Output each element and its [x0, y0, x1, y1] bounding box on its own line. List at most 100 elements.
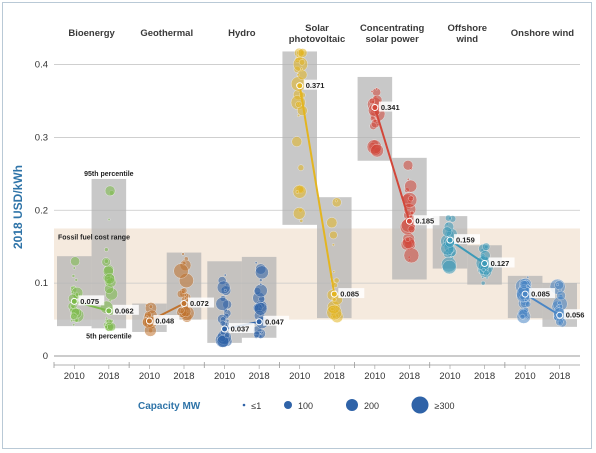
project-bubble [299, 218, 304, 223]
project-bubble [298, 59, 306, 66]
project-bubble [297, 48, 308, 58]
project-bubble [145, 315, 149, 319]
x-tick-label: 2010 [289, 371, 310, 382]
x-tick-label: 2018 [324, 371, 345, 382]
value-label: 0.062 [112, 304, 139, 315]
project-bubble [253, 302, 268, 316]
project-bubble [525, 301, 532, 308]
category-title: Hydro [228, 28, 256, 39]
weighted-average-label: 0.075 [80, 297, 99, 306]
value-label-bg [303, 79, 330, 90]
weighted-average-line [298, 85, 336, 295]
weighted-average-layer: 0.075 0.062 0.048 0.072 0.037 0.047 0.371 0.085… [70, 79, 590, 334]
weighted-average-label: 0.056 [566, 311, 585, 320]
value-label-bg [338, 288, 365, 299]
weighted-average-marker [371, 104, 379, 112]
value-label: 0.159 [454, 234, 481, 245]
x-tick-label: 2010 [515, 371, 536, 382]
project-bubble [180, 287, 188, 294]
value-label-bg [228, 323, 255, 334]
legend-bubble [411, 396, 429, 414]
project-bubble [259, 282, 263, 286]
x-tick-label: 2010 [364, 371, 385, 382]
value-label-bg [112, 304, 139, 315]
project-bubble [225, 318, 230, 323]
project-bubble [104, 325, 108, 329]
project-bubble [442, 226, 453, 237]
project-bubble [408, 195, 414, 202]
weighted-average-label: 0.159 [456, 236, 475, 245]
project-bubble [181, 252, 185, 256]
project-bubble [104, 185, 116, 197]
project-bubble [332, 270, 336, 274]
project-bubble [404, 179, 418, 193]
project-bubble [291, 136, 303, 147]
project-bubble [526, 284, 530, 288]
y-tick-label: 0.3 [35, 132, 48, 143]
project-bubble [331, 243, 335, 247]
x-tick-label: 2018 [173, 371, 194, 382]
project-bubble [555, 317, 564, 327]
project-bubble [183, 256, 189, 262]
project-bubble [259, 278, 263, 282]
project-bubble [524, 298, 528, 303]
project-bubble [72, 266, 76, 270]
legend-entry-label: ≤1 [251, 401, 261, 411]
x-tick-label: 2010 [439, 371, 460, 382]
project-bubble [368, 98, 376, 105]
weighted-average-line [373, 107, 411, 222]
percentile-95-label: 95th percentile [84, 171, 134, 178]
project-bubble [409, 210, 415, 216]
project-bubble [223, 288, 227, 292]
project-bubble [70, 290, 74, 294]
weighted-average-marker [180, 300, 188, 308]
y-axis-label: 2018 USD/kWh [11, 165, 25, 249]
value-label-bg [413, 215, 440, 226]
project-bubble [216, 335, 230, 348]
x-tick-label: 2018 [549, 371, 570, 382]
weighted-average-marker [330, 290, 338, 298]
weighted-average-label: 0.047 [265, 317, 284, 326]
value-label-bg [263, 315, 290, 326]
project-bubble [177, 306, 185, 314]
project-bubble [295, 101, 303, 108]
value-label-bg [488, 257, 515, 268]
weighted-average-label: 0.127 [491, 259, 510, 268]
y-tick-label: 0.4 [35, 60, 48, 71]
project-bubble [104, 247, 109, 252]
project-bubble [258, 331, 262, 334]
value-label-bg [187, 297, 214, 308]
legend-entry-label: ≥300 [435, 401, 455, 411]
project-bubble [216, 280, 231, 295]
legend-entry-label: 200 [364, 401, 379, 411]
project-bubble [74, 278, 78, 282]
project-bubble [223, 273, 227, 277]
legend-entry-label: 100 [298, 401, 313, 411]
value-label-bg [153, 315, 180, 326]
weighted-average-label: 0.085 [531, 290, 550, 299]
x-tick-label: 2018 [98, 371, 119, 382]
project-bubble [332, 297, 337, 302]
weighted-average-marker [296, 82, 304, 90]
project-bubble [403, 247, 420, 264]
y-tick-label: 0 [43, 351, 48, 362]
weighted-average-marker [105, 307, 113, 315]
weighted-average-label: 0.062 [115, 306, 134, 315]
project-bubble [326, 217, 338, 229]
value-label: 0.056 [563, 309, 590, 320]
x-tick-label: 2010 [64, 371, 85, 382]
project-bubble [405, 237, 411, 242]
project-bubble [442, 259, 457, 275]
weighted-average-label: 0.072 [190, 299, 209, 308]
weighted-average-marker [255, 318, 263, 326]
project-bubble [375, 87, 379, 91]
project-bubble [370, 90, 374, 93]
project-bubble [255, 265, 269, 280]
project-bubble [481, 267, 486, 273]
y-tick-label: 0.2 [35, 205, 48, 216]
project-bubble [148, 304, 153, 309]
project-bubble [70, 312, 78, 320]
weighted-average-label: 0.341 [381, 103, 400, 112]
project-bubble [70, 319, 74, 323]
project-bubble [519, 313, 526, 320]
